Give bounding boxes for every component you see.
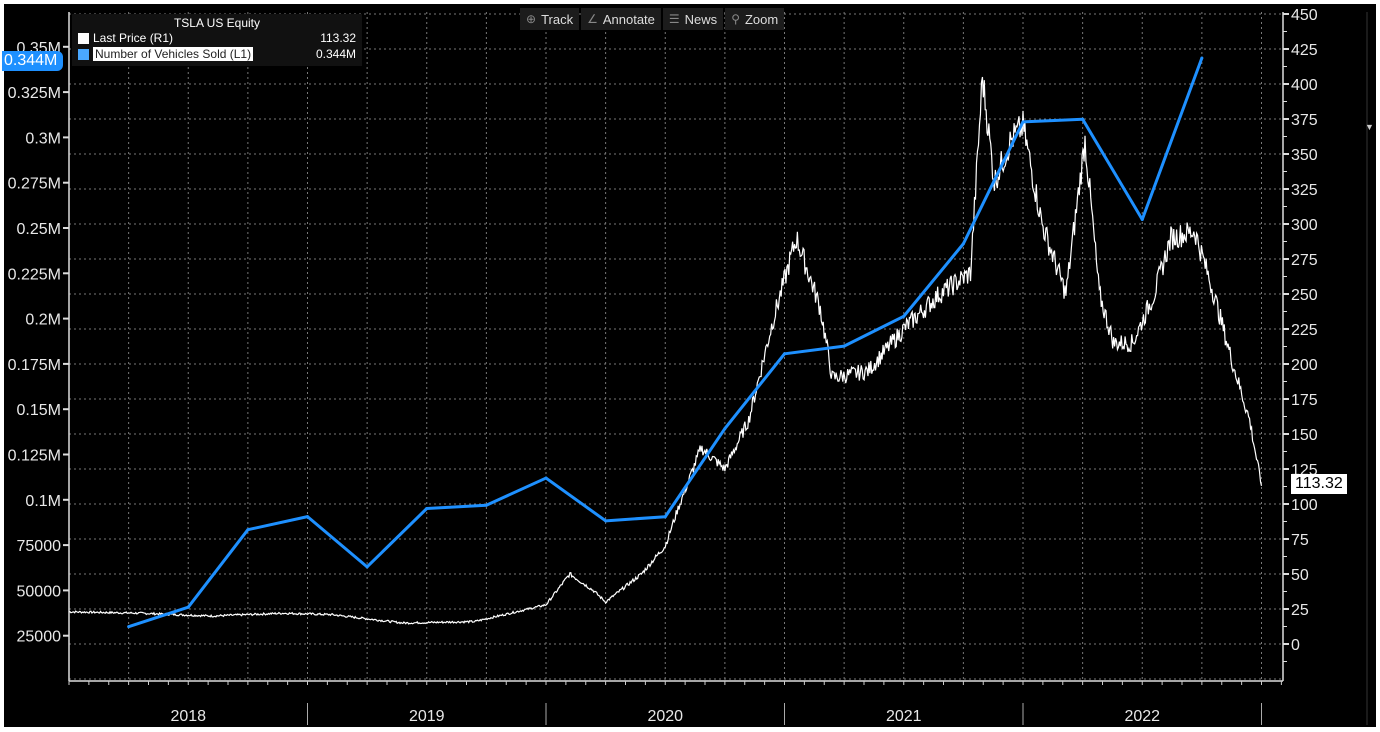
button-label: Zoom [744, 11, 779, 27]
legend-title: TSLA US Equity [173, 16, 261, 30]
chart-toolbar: ⊕ Track ∠ Annotate ☰ News ⚲ Zoom [520, 8, 785, 30]
left-tick-label: 0.175M [8, 357, 61, 374]
right-tick-label: 425 [1291, 42, 1318, 59]
vehicles-point [663, 515, 667, 519]
right-tick-label: 225 [1291, 322, 1318, 339]
x-tick-label: 2021 [886, 708, 922, 725]
vehicles-point [127, 625, 131, 629]
right-tick-label: 450 [1291, 7, 1318, 24]
vehicles-point [902, 314, 906, 318]
right-tick-label: 175 [1291, 392, 1318, 409]
right-tick-label: 350 [1291, 147, 1318, 164]
right-tick-label: 200 [1291, 357, 1318, 374]
vehicles-point [306, 515, 309, 519]
vehicles-point [484, 503, 488, 507]
price-line [68, 76, 1263, 625]
right-tick-label: 75 [1291, 532, 1309, 549]
left-tick-label: 50000 [17, 583, 62, 600]
x-tick-label: 2020 [647, 708, 683, 725]
legend-label: Last Price (R1) [93, 31, 174, 45]
legend-label: Number of Vehicles Sold (L1) [93, 47, 254, 61]
button-label: Track [541, 11, 574, 27]
vehicles-point [961, 242, 965, 246]
price-swatch [78, 32, 89, 44]
left-last-value-tag: 0.344M [2, 51, 64, 71]
vehicles-point [723, 427, 727, 431]
left-tick-label: 0.275M [8, 176, 61, 193]
legend-value: 113.32 [320, 31, 356, 45]
left-tick-label: 0.3M [25, 130, 61, 147]
right-tick-label: 0 [1291, 637, 1300, 654]
magnifier-icon: ⚲ [731, 12, 740, 26]
legend-item-price[interactable]: Last Price (R1) 113.32 [72, 30, 362, 46]
vehicles-point [186, 605, 190, 609]
left-tick-label: 0.25M [17, 221, 61, 238]
x-tick-label: 2022 [1124, 708, 1160, 725]
vehicles-point [544, 476, 548, 480]
x-tick-label: 2018 [170, 708, 206, 725]
vehicles-swatch [78, 48, 89, 60]
vehicles-point [425, 506, 429, 510]
right-last-value-tag: 113.32 [1291, 474, 1347, 494]
left-tick-label: 0.325M [8, 85, 61, 102]
button-label: News [684, 11, 718, 27]
right-tick-label: 150 [1291, 427, 1318, 444]
button-label: Annotate [602, 11, 655, 27]
legend-value: 0.344M [315, 47, 356, 61]
right-tick-label: 375 [1291, 112, 1318, 129]
vehicles-point [604, 519, 608, 523]
right-tick-label: 275 [1291, 252, 1318, 269]
vehicles-point [1081, 117, 1085, 121]
vehicles-point [1200, 56, 1204, 60]
vehicles-point [783, 352, 786, 356]
x-tick-label: 2019 [409, 708, 445, 725]
zoom-button[interactable]: ⚲ Zoom [725, 8, 785, 30]
crosshair-icon: ⊕ [526, 12, 537, 26]
left-tick-label: 25000 [17, 629, 62, 646]
news-button[interactable]: ☰ News [662, 8, 724, 30]
left-tick-label: 0.125M [8, 448, 61, 465]
vehicles-point [842, 344, 846, 348]
vehicles-point [1021, 120, 1025, 124]
vehicles-point [246, 528, 250, 532]
left-tick-label: 75000 [17, 538, 62, 555]
right-tick-label: 100 [1291, 497, 1318, 514]
left-tick-label: 0.2M [25, 312, 61, 329]
news-icon: ☰ [668, 12, 680, 26]
right-tick-label: 300 [1291, 217, 1318, 234]
right-tick-label: 325 [1291, 182, 1318, 199]
right-tick-label: 50 [1291, 567, 1309, 584]
legend: TSLA US Equity Last Price (R1) 113.32 Num… [72, 14, 362, 66]
vehicles-point [365, 565, 369, 569]
left-tick-label: 0.1M [25, 493, 61, 510]
right-tick-label: 250 [1291, 287, 1318, 304]
legend-item-vehicles[interactable]: Number of Vehicles Sold (L1) 0.344M [72, 46, 362, 62]
dropdown-arrow-icon[interactable]: ▼ [1365, 122, 1374, 132]
right-tick-label: 25 [1291, 602, 1309, 619]
pencil-icon: ∠ [587, 12, 598, 26]
chart-frame [4, 4, 1376, 727]
left-tick-label: 0.15M [17, 402, 61, 419]
vehicles-point [1140, 217, 1144, 221]
annotate-button[interactable]: ∠ Annotate [581, 8, 661, 30]
track-button[interactable]: ⊕ Track [520, 8, 580, 30]
left-tick-label: 0.225M [8, 266, 61, 283]
right-tick-label: 400 [1291, 77, 1318, 94]
